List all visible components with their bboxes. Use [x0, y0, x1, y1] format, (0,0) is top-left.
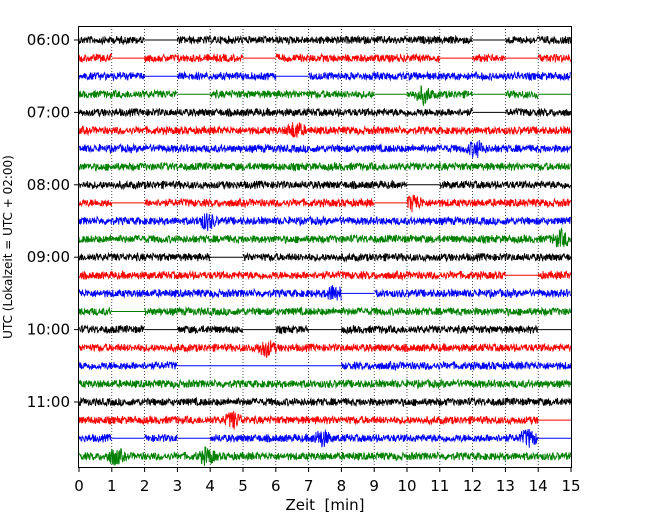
trace-signal [78, 34, 572, 46]
trace-signal [78, 428, 539, 448]
trace-signal [78, 194, 572, 213]
trace-signal [78, 107, 572, 118]
trace-10:00 [78, 324, 571, 335]
trace-11:45 [78, 446, 572, 467]
x-tick-label: 15 [561, 477, 580, 495]
trace-10:30 [78, 360, 572, 372]
trace-11:30 [78, 428, 571, 448]
trace-07:45 [78, 161, 571, 172]
trace-07:30 [78, 140, 572, 159]
y-tick-label: 09:00 [27, 248, 70, 266]
x-tick-label: 1 [107, 477, 117, 495]
y-tick-label: 06:00 [27, 31, 70, 49]
trace-10:15 [78, 340, 572, 359]
x-tick-label: 7 [304, 477, 314, 495]
trace-07:00 [78, 107, 572, 118]
trace-11:15 [78, 410, 571, 430]
y-tick-label: 07:00 [27, 103, 70, 121]
trace-06:15 [78, 52, 572, 64]
x-tick-label: 14 [529, 477, 548, 495]
trace-signal [78, 270, 572, 282]
trace-signal [78, 410, 539, 430]
trace-signal [78, 227, 572, 248]
y-tick-label: 11:00 [27, 393, 70, 411]
x-tick-label: 2 [140, 477, 150, 495]
trace-signal [78, 396, 572, 408]
trace-09:15 [78, 270, 572, 282]
trace-signal [78, 140, 572, 159]
trace-signal [78, 212, 572, 232]
trace-group [78, 34, 572, 467]
x-tick-label: 12 [463, 477, 482, 495]
trace-signal [78, 378, 572, 390]
trace-09:30 [78, 285, 571, 301]
trace-signal [78, 122, 572, 138]
trace-signal [78, 446, 572, 467]
trace-signal [78, 161, 571, 172]
trace-signal [78, 70, 571, 82]
x-tick-label: 4 [205, 477, 215, 495]
y-axis-label: UTC (Lokalzeit = UTC + 02:00) [1, 155, 15, 339]
x-tick-label: 6 [271, 477, 281, 495]
trace-09:45 [78, 305, 572, 317]
trace-signal [78, 324, 539, 335]
x-tick-label: 3 [173, 477, 183, 495]
x-tick-label: 8 [337, 477, 347, 495]
trace-11:00 [78, 396, 572, 408]
trace-06:45 [78, 85, 571, 107]
x-tick-label: 0 [74, 477, 84, 495]
trace-signal [78, 285, 571, 301]
trace-08:00 [78, 179, 572, 191]
trace-08:30 [78, 212, 572, 232]
x-tick-label: 5 [238, 477, 248, 495]
x-tick-label: 11 [430, 477, 449, 495]
trace-06:00 [78, 34, 572, 46]
x-axis-ticks: 0 1 2 3 4 5 6 7 8 9 10 11 12 13 14 15 [74, 467, 581, 495]
trace-08:15 [78, 194, 572, 213]
x-axis-label: Zeit [min] [285, 496, 364, 514]
trace-signal [78, 85, 539, 107]
x-tick-label: 13 [496, 477, 515, 495]
trace-07:15 [78, 122, 572, 138]
trace-signal [78, 52, 572, 64]
trace-signal [78, 340, 572, 359]
plot-frame [78, 26, 572, 468]
y-axis-ticks: 06:00 07:00 08:00 09:00 10:00 11:00 [27, 31, 79, 411]
trace-10:45 [78, 378, 572, 390]
trace-signal [78, 305, 572, 317]
y-tick-label: 10:00 [27, 321, 70, 339]
trace-signal [78, 251, 572, 263]
trace-06:30 [78, 70, 571, 82]
trace-signal [78, 179, 572, 191]
trace-08:45 [78, 227, 572, 248]
y-tick-label: 08:00 [27, 176, 70, 194]
trace-signal [78, 360, 572, 372]
x-tick-label: 9 [369, 477, 379, 495]
x-tick-label: 10 [397, 477, 416, 495]
trace-09:00 [78, 251, 572, 263]
